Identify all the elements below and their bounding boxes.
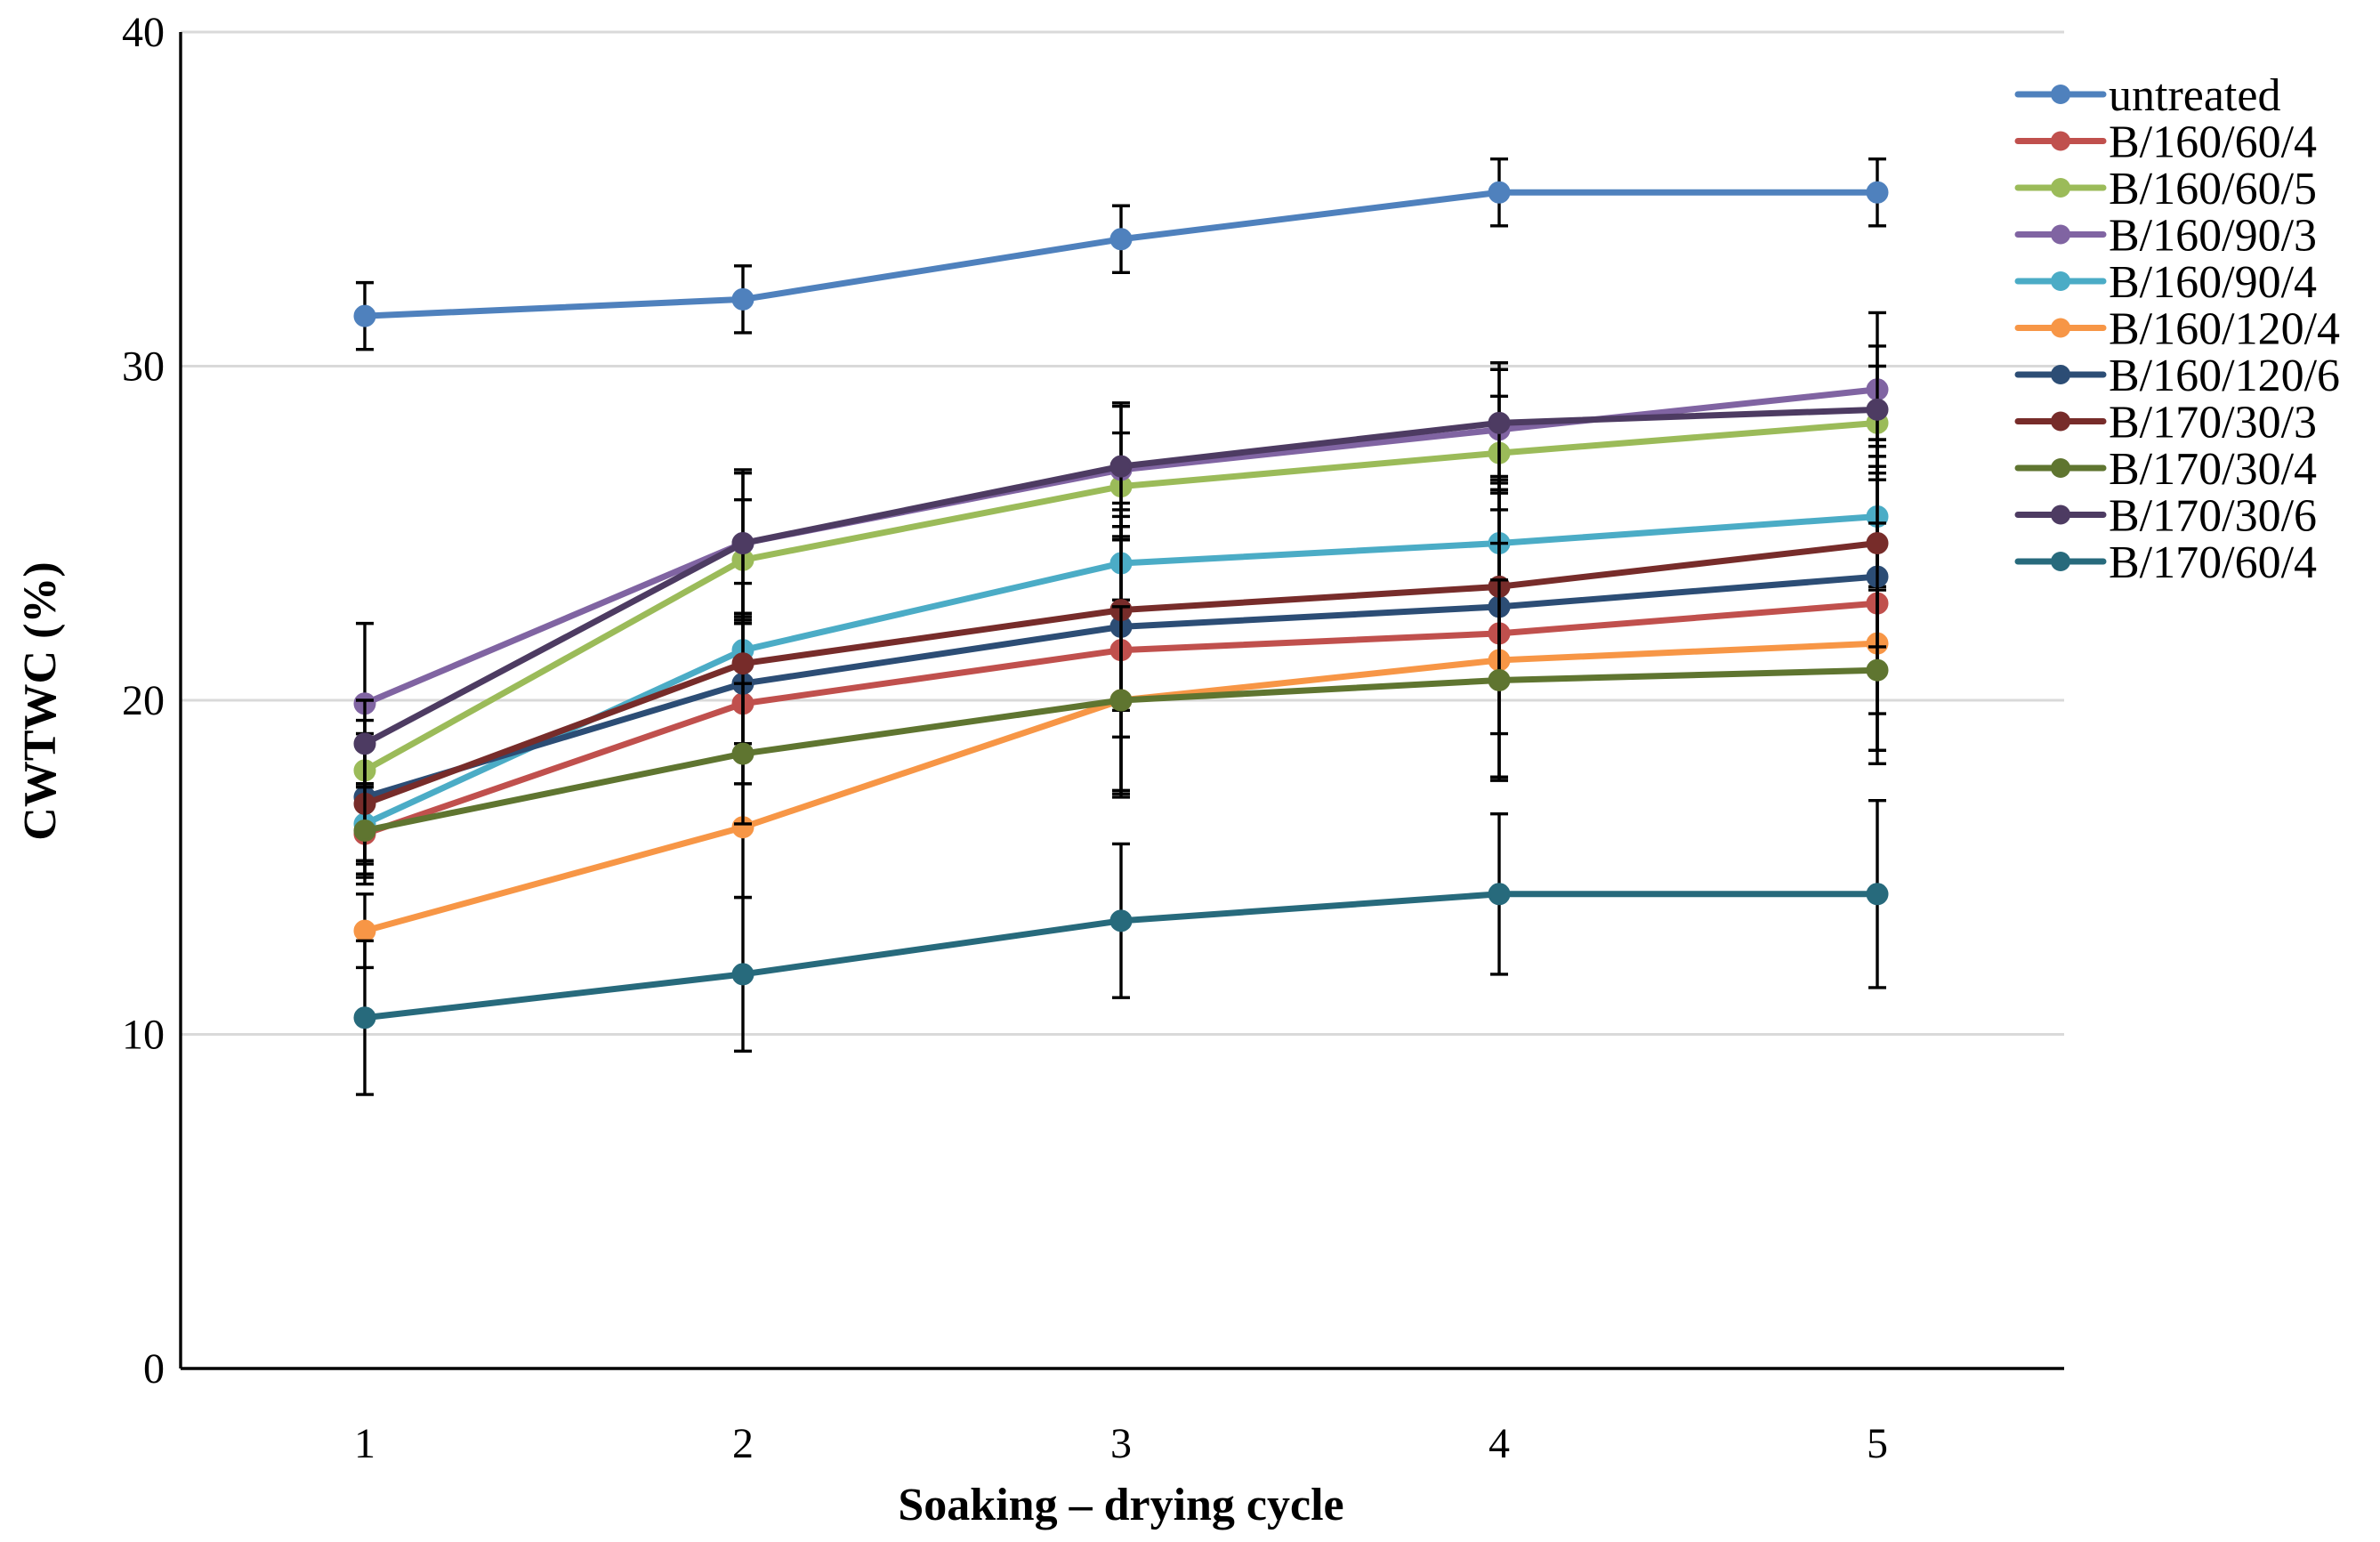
legend-marker <box>2051 458 2070 478</box>
series-b-170-60-4 <box>353 798 1889 1096</box>
legend-label: B/170/30/3 <box>2109 398 2317 448</box>
data-point <box>353 304 376 327</box>
y-tick-label: 20 <box>122 677 165 724</box>
legend-item: B/160/60/4 <box>2014 117 2317 168</box>
legend-marker <box>2051 271 2070 291</box>
legend-label: B/160/120/6 <box>2109 351 2340 401</box>
legend-marker <box>2051 552 2070 571</box>
legend-marker <box>2051 411 2070 432</box>
legend-marker <box>2051 224 2070 245</box>
legend-item: B/160/90/3 <box>2014 211 2317 262</box>
legend-label: B/170/30/4 <box>2109 444 2317 495</box>
data-point <box>1109 455 1133 478</box>
data-point <box>1109 909 1133 932</box>
y-tick-label: 0 <box>143 1345 165 1393</box>
series-b-170-30-4 <box>353 578 1889 879</box>
x-tick-label: 1 <box>354 1420 375 1467</box>
legend: untreatedB/160/60/4B/160/60/5B/160/90/3B… <box>2014 70 2340 588</box>
data-point <box>1866 883 1889 906</box>
legend-label: B/160/120/4 <box>2109 304 2340 355</box>
series <box>353 157 1889 1096</box>
legend-item: B/160/60/5 <box>2014 164 2317 214</box>
y-tick-label: 30 <box>122 343 165 391</box>
legend-marker <box>2051 85 2070 104</box>
axes <box>179 32 2064 1370</box>
data-point <box>353 819 376 842</box>
data-point <box>1109 228 1133 251</box>
legend-label: B/170/60/4 <box>2109 537 2317 588</box>
legend-marker <box>2051 365 2070 384</box>
legend-label: B/160/60/5 <box>2109 164 2317 214</box>
legend-item: B/170/30/3 <box>2014 398 2317 448</box>
data-point <box>1488 181 1511 204</box>
x-tick-label: 3 <box>1110 1420 1132 1467</box>
data-point <box>731 652 754 675</box>
data-point <box>1866 398 1889 421</box>
data-point <box>731 532 754 555</box>
legend-label: untreated <box>2109 70 2280 121</box>
data-point <box>1109 689 1133 712</box>
legend-item: B/160/90/4 <box>2014 257 2317 308</box>
legend-label: B/160/90/3 <box>2109 211 2317 262</box>
y-axis-title: CWTWC (%) <box>15 561 66 840</box>
legend-label: B/160/90/4 <box>2109 257 2317 308</box>
legend-item: B/160/120/6 <box>2014 351 2340 401</box>
x-tick-label: 2 <box>732 1420 754 1467</box>
x-tick-label: 4 <box>1489 1420 1510 1467</box>
data-point <box>1488 883 1511 906</box>
y-tick-label: 40 <box>122 9 165 56</box>
y-tick-label: 10 <box>122 1012 165 1059</box>
data-point <box>1488 668 1511 691</box>
legend-item: B/170/30/4 <box>2014 444 2317 495</box>
data-point <box>1866 181 1889 204</box>
legend-label: B/170/30/6 <box>2109 491 2317 542</box>
legend-item: B/170/30/6 <box>2014 491 2317 542</box>
data-point <box>353 919 376 942</box>
data-point <box>353 1006 376 1029</box>
x-tick-label: 5 <box>1867 1420 1888 1467</box>
series-untreated <box>353 157 1889 351</box>
x-axis-title: Soaking – drying cycle <box>898 1480 1343 1530</box>
data-point <box>1488 411 1511 434</box>
data-point <box>1866 658 1889 682</box>
data-point <box>353 732 376 755</box>
legend-item: B/160/120/4 <box>2014 304 2340 355</box>
tick-labels: 0 10 20 30 40 1 2 3 4 5 <box>122 9 1888 1467</box>
legend-marker <box>2051 318 2070 338</box>
legend-item: untreated <box>2014 70 2280 121</box>
series-b-170-30-6 <box>353 344 1889 789</box>
legend-label: B/160/60/4 <box>2109 117 2317 168</box>
data-point <box>731 742 754 765</box>
legend-marker <box>2051 505 2070 525</box>
data-point <box>1866 532 1889 555</box>
data-point <box>731 963 754 986</box>
legend-item: B/170/60/4 <box>2014 537 2317 588</box>
legend-marker <box>2051 131 2070 151</box>
legend-marker <box>2051 178 2070 198</box>
data-point <box>731 287 754 311</box>
